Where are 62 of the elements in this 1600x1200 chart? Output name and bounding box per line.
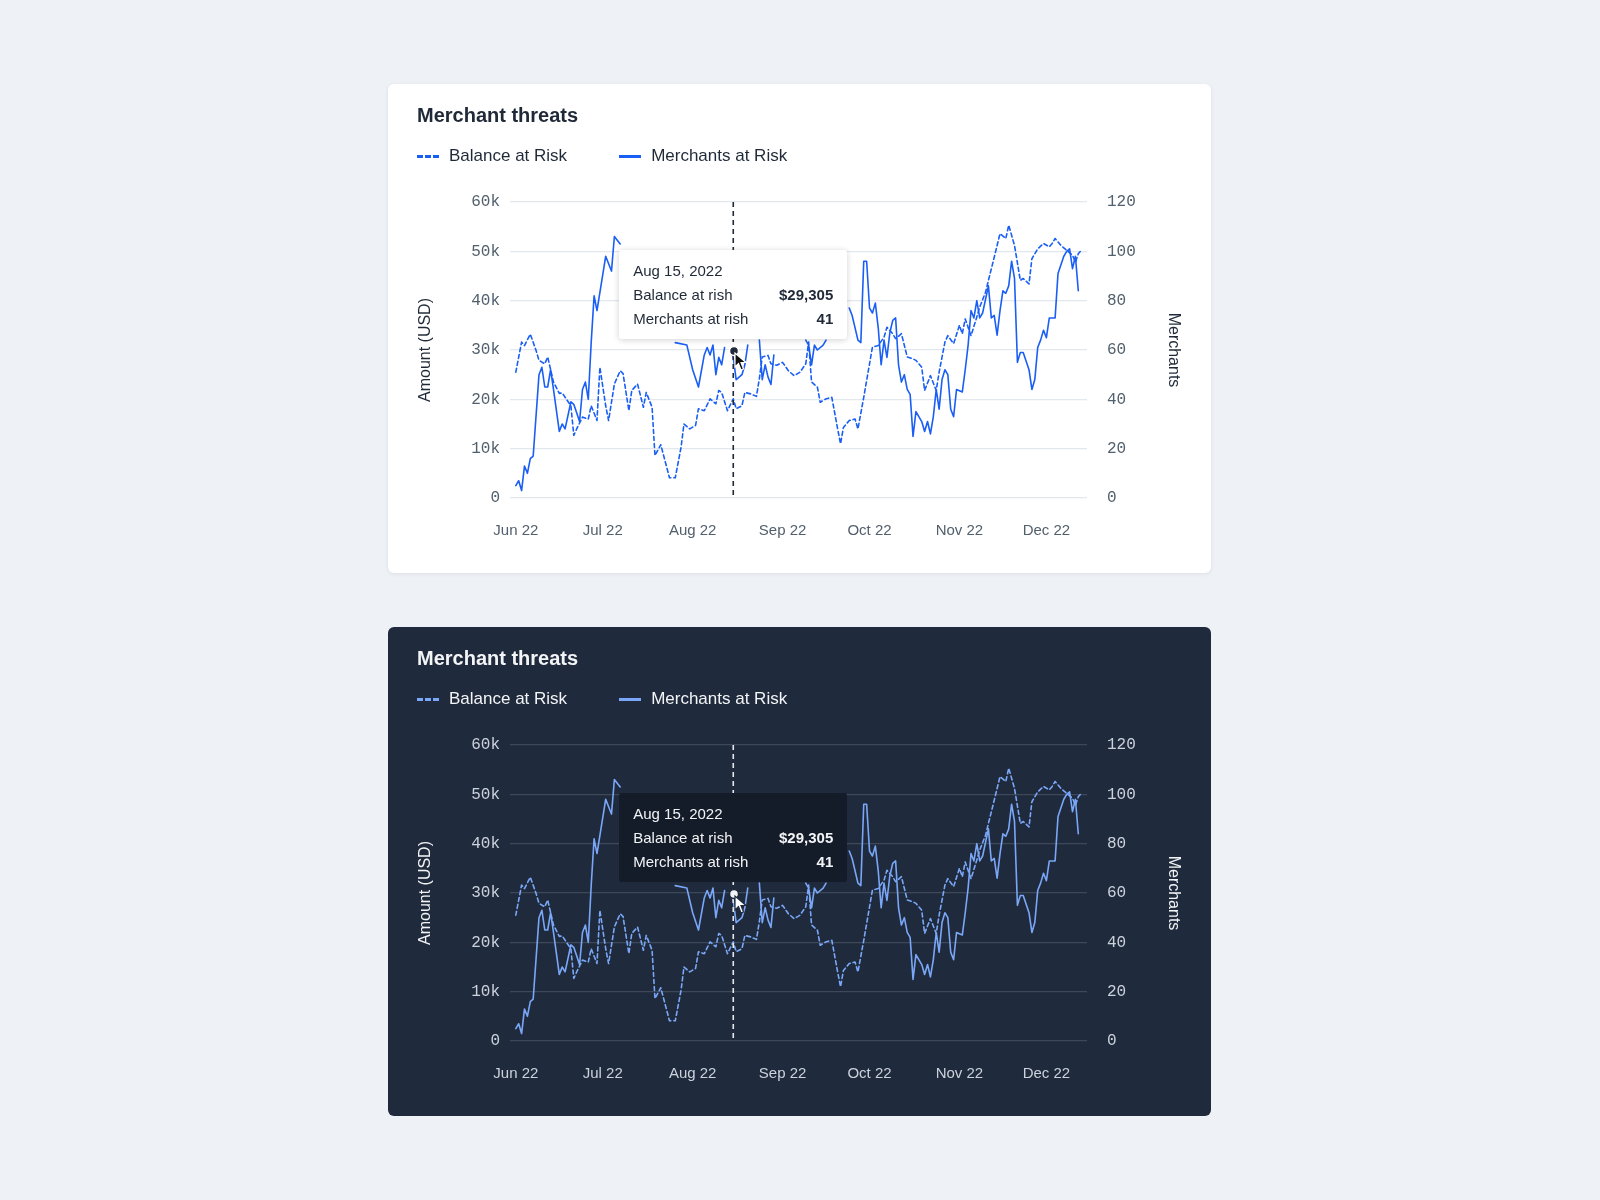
y-tick-label: 0 [490, 1032, 500, 1051]
y-tick-label: 40k [471, 291, 500, 310]
x-tick-label: Dec 22 [1022, 521, 1071, 539]
y2-tick-label: 100 [1107, 242, 1136, 261]
annotation: Balance at rish [633, 828, 733, 848]
x-tick-label: Jun 22 [493, 521, 539, 539]
x-tick-label: Oct 22 [847, 521, 892, 539]
x-tick-label: Oct 22 [847, 1064, 892, 1082]
annotation: Aug 15, 2022 [633, 261, 724, 281]
legend-label: Merchants at Risk [651, 689, 788, 709]
y2-tick-label: 0 [1107, 489, 1117, 508]
y-tick-label: 10k [471, 982, 500, 1001]
annotation: 41 [816, 309, 834, 329]
x-tick-label: Jul 22 [582, 521, 623, 539]
annotation: $29,305 [779, 285, 834, 305]
x-tick-label: Aug 22 [668, 521, 717, 539]
legend-label: Balance at Risk [449, 689, 568, 709]
y2-tick-label: 80 [1107, 291, 1127, 310]
legend-label: Balance at Risk [449, 146, 568, 166]
y-tick-label: 10k [471, 439, 500, 458]
x-tick-label: Dec 22 [1022, 1064, 1071, 1082]
y2-tick-label: 20 [1107, 982, 1127, 1001]
y-tick-label: 50k [471, 785, 500, 804]
y-tick-label: 0 [490, 489, 500, 508]
y2-tick-label: 40 [1107, 390, 1127, 409]
y-tick-label: 20k [471, 390, 500, 409]
y2-tick-label: 120 [1107, 193, 1136, 212]
y2-tick-label: 60 [1107, 884, 1127, 903]
y-tick-label: 60k [471, 193, 500, 212]
y2-axis-title: Merchants [1165, 312, 1183, 388]
y2-axis-title: Merchants [1165, 855, 1183, 931]
annotation: 41 [816, 852, 834, 872]
y-tick-label: 40k [471, 834, 500, 853]
y2-tick-label: 80 [1107, 834, 1127, 853]
x-tick-label: Nov 22 [935, 1064, 984, 1082]
chart-title: Merchant threats [417, 104, 579, 127]
annotation: Merchants at rish [633, 852, 749, 872]
annotation: Merchants at rish [633, 309, 749, 329]
y-tick-label: 30k [471, 884, 500, 903]
y2-tick-label: 40 [1107, 933, 1127, 952]
y-tick-label: 50k [471, 242, 500, 261]
y2-tick-label: 0 [1107, 1032, 1117, 1051]
y-axis-title: Amount (USD) [416, 297, 434, 403]
annotation: Balance at rish [633, 285, 733, 305]
y2-tick-label: 20 [1107, 439, 1127, 458]
x-tick-label: Jun 22 [493, 1064, 539, 1082]
annotation: Aug 15, 2022 [633, 804, 724, 824]
y2-tick-label: 60 [1107, 341, 1127, 360]
y-tick-label: 20k [471, 933, 500, 952]
y-axis-title: Amount (USD) [416, 840, 434, 946]
y-tick-label: 60k [471, 736, 500, 755]
x-tick-label: Sep 22 [758, 1064, 807, 1082]
x-tick-label: Nov 22 [935, 521, 984, 539]
chart-title: Merchant threats [417, 647, 579, 670]
annotation: $29,305 [779, 828, 834, 848]
y2-tick-label: 120 [1107, 736, 1136, 755]
x-tick-label: Sep 22 [758, 521, 807, 539]
y2-tick-label: 100 [1107, 785, 1136, 804]
x-tick-label: Aug 22 [668, 1064, 717, 1082]
y-tick-label: 30k [471, 341, 500, 360]
legend-label: Merchants at Risk [651, 146, 788, 166]
x-tick-label: Jul 22 [582, 1064, 623, 1082]
